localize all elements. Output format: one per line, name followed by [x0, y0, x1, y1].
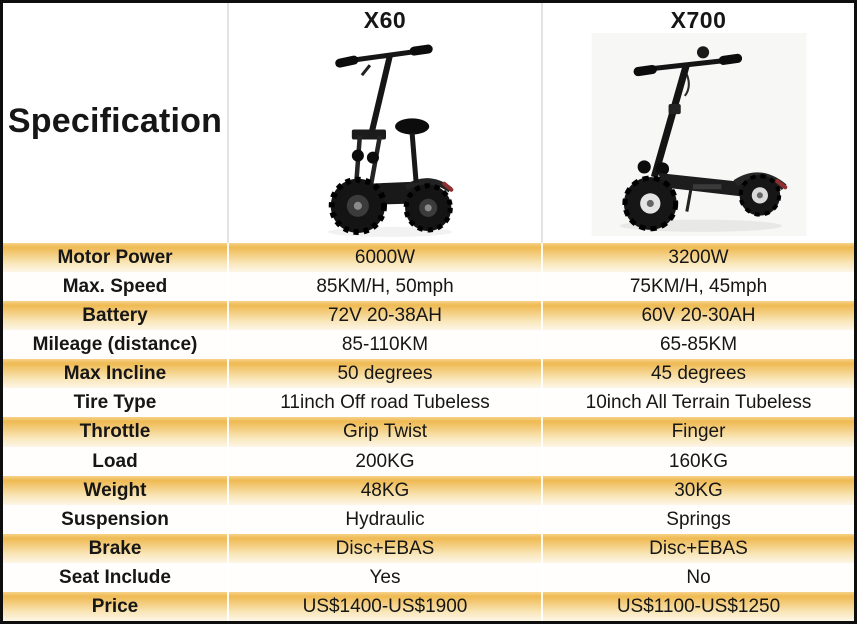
- table-row: Weight 48KG 30KG: [3, 475, 854, 505]
- sheet-header: Specification X60: [3, 3, 854, 243]
- x60-value-cell: 6000W: [227, 243, 541, 273]
- spec-label-cell: Mileage (distance): [32, 334, 198, 356]
- x60-value-cell: 85-110KM: [227, 330, 541, 360]
- x700-value-cell: 65-85KM: [541, 330, 854, 360]
- x700-value-cell: 30KG: [541, 475, 854, 505]
- x700-value-cell: Springs: [541, 504, 854, 534]
- x700-model-name: X700: [670, 7, 727, 33]
- x60-value-cell: US$1400-US$1900: [227, 591, 541, 621]
- x700-value-cell: Disc+EBAS: [541, 533, 854, 563]
- x700-value-cell: US$1100-US$1250: [541, 591, 854, 621]
- spec-label-cell: Max. Speed: [62, 276, 168, 298]
- x700-value-cell: 160KG: [541, 446, 854, 476]
- table-row: Brake Disc+EBAS Disc+EBAS: [3, 533, 854, 563]
- x60-value-cell: 85KM/H, 50mph: [227, 272, 541, 302]
- spec-label-cell: Battery: [82, 305, 148, 327]
- x700-scooter-image: [590, 33, 807, 236]
- table-row: Mileage (distance) 85-110KM 65-85KM: [3, 330, 854, 360]
- table-row: Suspension Hydraulic Springs: [3, 504, 854, 534]
- page-title: Specification: [7, 101, 223, 140]
- spec-label-cell: Tire Type: [73, 392, 157, 414]
- table-row: Max Incline 50 degrees 45 degrees: [3, 359, 854, 389]
- spec-label-cell: Brake: [88, 537, 142, 559]
- spec-label-cell: Load: [92, 450, 138, 472]
- specification-header-cell: Specification: [3, 3, 227, 243]
- x60-value-cell: Grip Twist: [227, 417, 541, 447]
- table-row: Battery 72V 20-38AH 60V 20-30AH: [3, 301, 854, 331]
- x60-value-cell: 200KG: [227, 446, 541, 476]
- table-row: Motor Power 6000W 3200W: [3, 243, 854, 273]
- x60-value-cell: Disc+EBAS: [227, 533, 541, 563]
- table-row: Price US$1400-US$1900 US$1100-US$1250: [3, 591, 854, 621]
- x60-value-cell: Hydraulic: [227, 504, 541, 534]
- x60-value-cell: 48KG: [227, 475, 541, 505]
- spec-label-cell: Seat Include: [59, 566, 171, 588]
- spec-label-cell: Weight: [83, 479, 147, 501]
- x60-model-name: X60: [363, 7, 407, 33]
- spec-label-cell: Suspension: [61, 508, 169, 530]
- table-row: Tire Type 11inch Off road Tubeless 10inc…: [3, 388, 854, 418]
- spec-label-cell: Max Incline: [63, 363, 167, 385]
- table-row: Seat Include Yes No: [3, 562, 854, 592]
- x700-header-cell: X700: [541, 3, 854, 243]
- table-row: Throttle Grip Twist Finger: [3, 417, 854, 447]
- table-row: Load 200KG 160KG: [3, 446, 854, 476]
- x700-value-cell: No: [541, 562, 854, 592]
- x700-value-cell: 60V 20-30AH: [541, 301, 854, 331]
- x700-value-cell: 75KM/H, 45mph: [541, 272, 854, 302]
- x60-value-cell: Yes: [227, 562, 541, 592]
- spec-label-cell: Motor Power: [57, 247, 173, 269]
- x700-value-cell: 45 degrees: [541, 359, 854, 389]
- x60-scooter-image: [327, 44, 454, 237]
- table-row: Max. Speed 85KM/H, 50mph 75KM/H, 45mph: [3, 272, 854, 302]
- spec-label-cell: Price: [91, 595, 139, 617]
- x60-value-cell: 50 degrees: [227, 359, 541, 389]
- spec-label-cell: Throttle: [79, 421, 151, 443]
- spec-table: Motor Power 6000W 3200W Max. Speed 85KM/…: [3, 243, 854, 621]
- x60-value-cell: 72V 20-38AH: [227, 301, 541, 331]
- x700-value-cell: 10inch All Terrain Tubeless: [541, 388, 854, 418]
- x60-value-cell: 11inch Off road Tubeless: [227, 388, 541, 418]
- x700-value-cell: 3200W: [541, 243, 854, 273]
- x60-header-cell: X60: [227, 3, 541, 243]
- x700-value-cell: Finger: [541, 417, 854, 447]
